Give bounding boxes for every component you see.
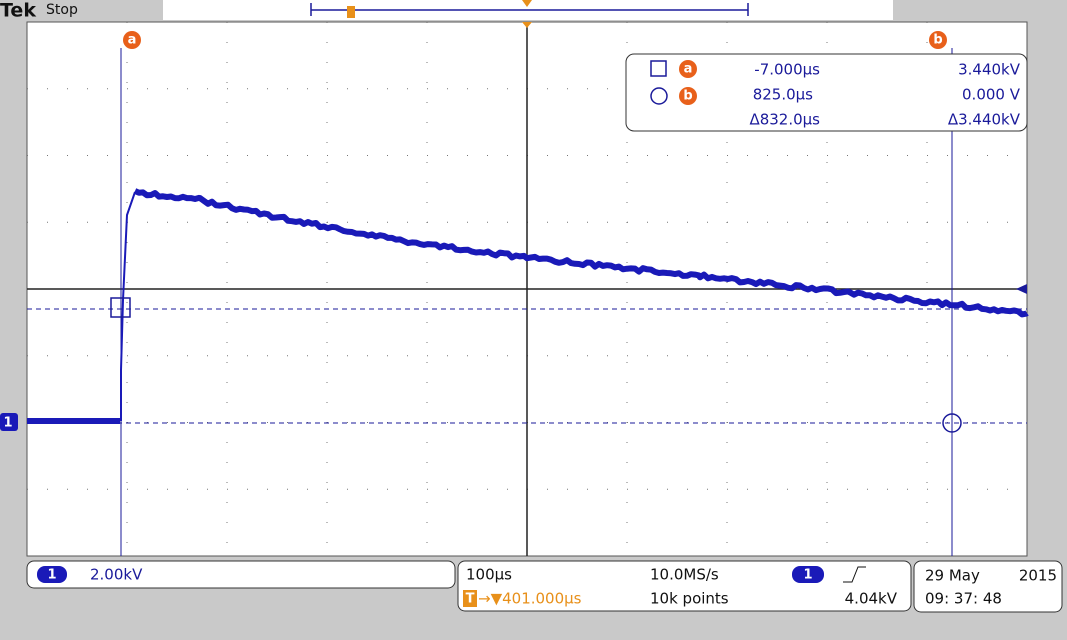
- ref-marker: [1016, 284, 1027, 294]
- trigger-level: 4.04kV: [845, 590, 898, 608]
- readout-a: a: [684, 62, 693, 77]
- waveform: [27, 188, 1029, 424]
- channel-badge: [37, 566, 67, 583]
- cursor-a-square: [110, 297, 131, 318]
- cursor-b-label: b: [933, 33, 942, 48]
- readout-value: 3.440kV: [958, 61, 1021, 79]
- readout-b: b: [683, 89, 692, 104]
- status: Stop: [46, 2, 78, 18]
- readout-circle: [650, 87, 668, 105]
- record-length: 10k points: [650, 590, 729, 608]
- timebase: 100µs: [466, 566, 512, 584]
- time: 09: 37: 48: [925, 590, 1002, 608]
- cursor-a-badge: [123, 31, 141, 49]
- trigger-icon: T: [466, 592, 475, 607]
- vertical-scale: 2.00kV: [90, 566, 143, 584]
- readout-b-badge: [679, 87, 697, 105]
- cursor-a-label: a: [128, 33, 137, 48]
- trigger-marker: [522, 22, 532, 28]
- trigger-slope: [843, 566, 866, 583]
- channel: 1: [47, 568, 56, 583]
- view-marker: [522, 0, 532, 7]
- cursor-b-circle: [942, 413, 962, 433]
- readout-value: 0.000 V: [962, 86, 1021, 104]
- readout-time: -7.000µs: [754, 61, 820, 79]
- readout-box: [625, 53, 1028, 132]
- datetime-box: [913, 560, 1063, 613]
- readout-a-badge: [679, 60, 697, 78]
- trigger-position-marker: [347, 6, 355, 18]
- trigger-position: →▼401.000µs: [478, 590, 582, 608]
- cursor-b-badge: [929, 31, 947, 49]
- waveform-edge: [120, 191, 136, 421]
- readout-time: 825.0µs: [753, 86, 813, 104]
- readout-square: [650, 60, 667, 77]
- sample-rate: 10.0MS/s: [650, 566, 719, 584]
- readout-delta-value: Δ3.440kV: [948, 111, 1021, 129]
- readout-delta-time: Δ832.0µs: [749, 111, 820, 129]
- trigger-icon-bg: [463, 590, 477, 607]
- year: 2015: [1019, 567, 1057, 585]
- trigger-channel: 1: [803, 568, 812, 583]
- channel-marker: 1: [3, 416, 12, 431]
- date: 29 May: [925, 567, 980, 585]
- channel-marker-bg: [0, 413, 18, 431]
- record-bar: [310, 3, 749, 16]
- brand: Tek: [0, 0, 36, 22]
- trigger-channel-badge: [792, 566, 824, 583]
- channel-box: [26, 560, 456, 589]
